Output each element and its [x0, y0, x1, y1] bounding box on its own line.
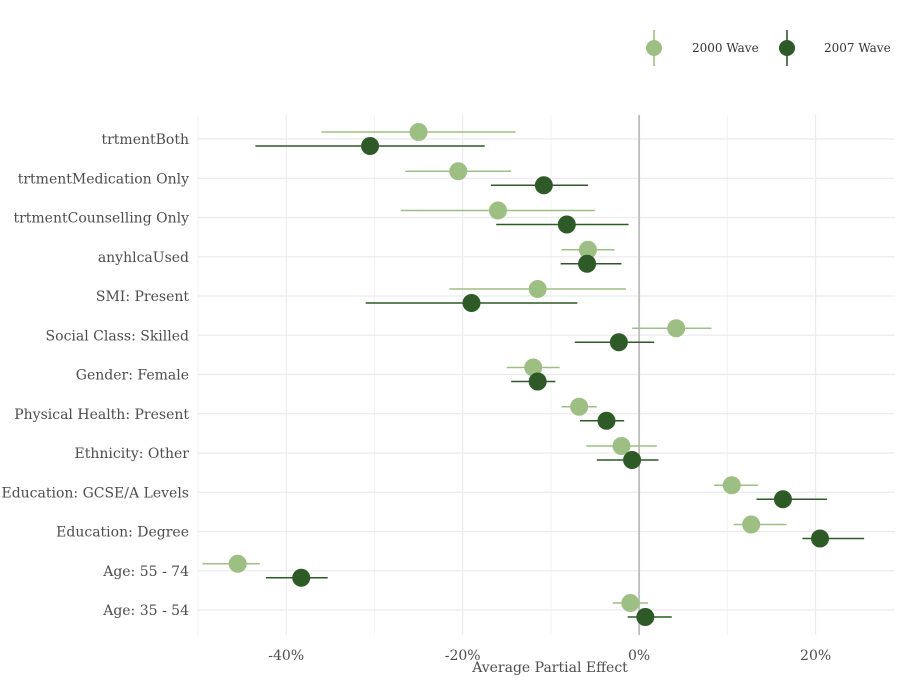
- legend-label: 2007 Wave: [824, 41, 891, 55]
- y-tick-label: SMI: Present: [96, 289, 190, 305]
- point-estimate: [557, 215, 576, 234]
- point-estimate: [612, 437, 631, 455]
- y-tick-label: Education: GCSE/A Levels: [1, 485, 189, 501]
- point-estimate: [292, 568, 311, 587]
- point-estimate: [462, 294, 481, 312]
- series-1: [202, 123, 787, 612]
- point-estimate: [578, 254, 597, 273]
- chart-marks: [202, 123, 865, 626]
- point-estimate: [623, 451, 642, 469]
- point-estimate: [449, 162, 468, 181]
- y-tick-label: trtmentMedication Only: [18, 171, 189, 187]
- x-tick-label: 0%: [628, 648, 650, 664]
- point-estimate: [621, 594, 640, 612]
- point-estimate: [228, 554, 247, 573]
- point-estimate: [773, 490, 792, 509]
- legend-label: 2000 Wave: [692, 41, 759, 55]
- point-estimate: [722, 476, 741, 495]
- point-estimate: [361, 137, 380, 155]
- point-estimate: [609, 333, 628, 352]
- legend-item: 2007 Wave: [779, 30, 891, 66]
- x-tick-label: -20%: [445, 648, 481, 664]
- point-estimate: [528, 280, 547, 298]
- y-tick-label: Age: 35 - 54: [102, 603, 189, 619]
- y-tick-label: trtmentBoth: [101, 132, 189, 148]
- point-estimate: [534, 176, 553, 195]
- point-estimate: [636, 608, 655, 626]
- legend: 2000 Wave 2007 Wave: [646, 30, 891, 66]
- point-estimate: [409, 123, 428, 141]
- series-2: [255, 137, 865, 626]
- y-tick-label: Ethnicity: Other: [75, 446, 190, 462]
- y-tick-label: Age: 55 - 74: [102, 564, 189, 580]
- y-tick-label: trtmentCounselling Only: [13, 211, 189, 227]
- point-estimate: [528, 372, 547, 391]
- point-estimate: [578, 240, 597, 259]
- y-tick-label: anyhlcaUsed: [98, 250, 189, 266]
- x-tick-label: 20%: [800, 648, 831, 664]
- y-tick-label: Social Class: Skilled: [46, 328, 189, 344]
- point-estimate: [667, 319, 686, 338]
- point-estimate: [742, 515, 761, 534]
- y-axis-labels: trtmentBoth trtmentMedication Only trtment…: [1, 132, 189, 619]
- point-estimate: [597, 411, 616, 430]
- grid: [197, 115, 895, 635]
- y-tick-label: Gender: Female: [76, 368, 189, 384]
- y-tick-label: Physical Health: Present: [14, 407, 189, 423]
- legend-key-dot: [779, 40, 795, 56]
- legend-item: 2000 Wave: [646, 30, 759, 66]
- point-estimate: [524, 358, 543, 377]
- y-tick-label: Education: Degree: [56, 525, 189, 541]
- x-axis-title: Average Partial Effect: [471, 660, 628, 676]
- x-axis-labels: -40% -20% 0% 20%: [268, 648, 831, 664]
- point-estimate: [570, 397, 589, 416]
- point-estimate: [811, 529, 830, 548]
- legend-key-dot: [646, 40, 662, 56]
- x-tick-label: -40%: [268, 648, 304, 664]
- point-estimate: [488, 201, 507, 220]
